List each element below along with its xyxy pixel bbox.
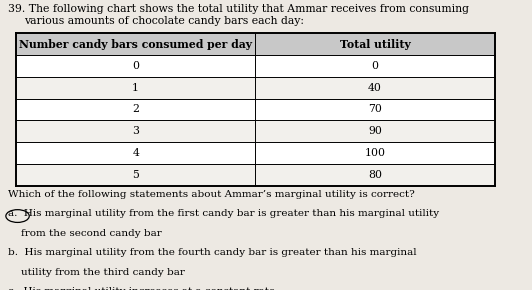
Text: c.  His marginal utility increases at a constant rate: c. His marginal utility increases at a c…	[8, 287, 275, 290]
Text: 2: 2	[132, 104, 139, 115]
Text: various amounts of chocolate candy bars each day:: various amounts of chocolate candy bars …	[24, 16, 304, 26]
Text: 0: 0	[132, 61, 139, 71]
Text: 100: 100	[364, 148, 386, 158]
Text: utility from the third candy bar: utility from the third candy bar	[8, 268, 185, 277]
Text: Number candy bars consumed per day: Number candy bars consumed per day	[19, 39, 252, 50]
Text: Which of the following statements about Ammar’s marginal utility is correct?: Which of the following statements about …	[8, 190, 415, 199]
Bar	[16, 77, 495, 99]
Bar	[16, 99, 495, 120]
Text: 90: 90	[368, 126, 382, 136]
Text: 1: 1	[132, 83, 139, 93]
Bar	[16, 142, 495, 164]
Text: 40: 40	[368, 83, 382, 93]
Text: 39. The following chart shows the total utility that Ammar receives from consumi: 39. The following chart shows the total …	[8, 4, 469, 14]
Bar	[16, 164, 495, 186]
Text: from the second candy bar: from the second candy bar	[8, 229, 162, 238]
Text: 70: 70	[368, 104, 382, 115]
Text: 5: 5	[132, 170, 139, 180]
Text: a.  His marginal utility from the first candy bar is greater than his marginal u: a. His marginal utility from the first c…	[8, 209, 439, 218]
Text: Total utility: Total utility	[339, 39, 411, 50]
Text: 3: 3	[132, 126, 139, 136]
Bar	[16, 120, 495, 142]
Text: 0: 0	[371, 61, 379, 71]
Text: 80: 80	[368, 170, 382, 180]
Text: b.  His marginal utility from the fourth candy bar is greater than his marginal: b. His marginal utility from the fourth …	[8, 248, 417, 257]
Bar	[16, 33, 495, 55]
Bar	[16, 33, 495, 186]
Text: 4: 4	[132, 148, 139, 158]
Bar	[16, 55, 495, 77]
